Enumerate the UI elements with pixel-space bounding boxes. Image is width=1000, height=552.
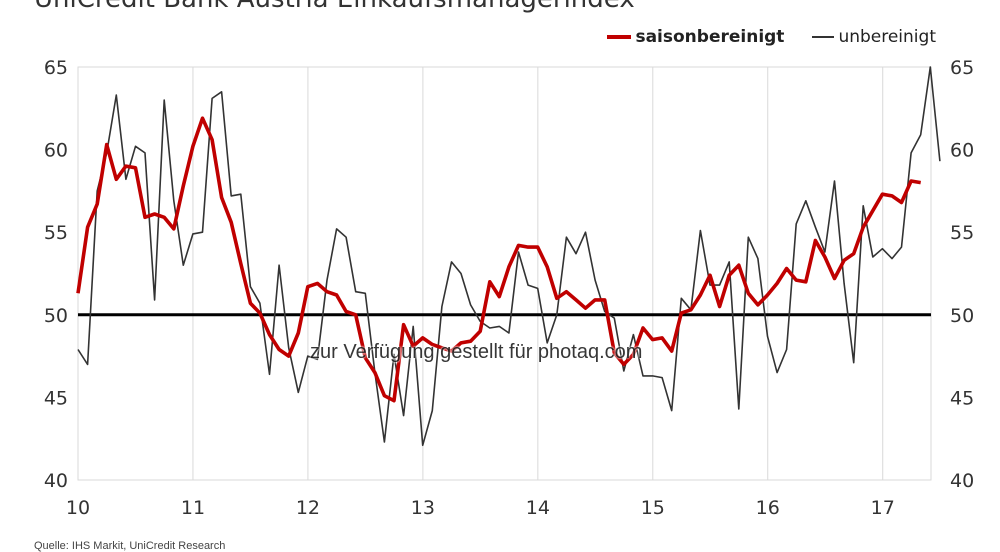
x-tick-label: 14 <box>526 497 550 519</box>
x-tick-label: 13 <box>411 497 435 519</box>
axis-ticks: 10 11 12 13 14 15 16 17 40 40 45 45 50 50 55 55 60 60 65 65 <box>44 57 974 519</box>
y-tick-label-right: 40 <box>950 470 974 492</box>
plot-area <box>77 66 932 481</box>
chart-legend: saisonbereinigt unbereinigt <box>607 27 936 47</box>
legend-swatch-seasonally-adjusted <box>607 35 632 39</box>
y-tick-label-left: 55 <box>44 222 68 244</box>
legend-item-seasonally-adjusted: saisonbereinigt <box>607 27 784 47</box>
legend-item-unadjusted: unbereinigt <box>784 27 936 47</box>
vertical-grid <box>192 67 884 480</box>
y-tick-label-left: 45 <box>44 387 68 409</box>
y-tick-label-right: 55 <box>950 222 974 244</box>
y-tick-label-right: 60 <box>950 140 974 162</box>
y-tick-label-right: 65 <box>950 57 974 79</box>
x-tick-label: 11 <box>181 497 205 519</box>
legend-label-unadjusted: unbereinigt <box>838 27 936 47</box>
y-tick-label-left: 40 <box>44 470 68 492</box>
watermark-text: zur Verfügung gestellt für photaq.com <box>310 341 643 363</box>
legend-swatch-unadjusted <box>812 36 835 38</box>
series-line-seasonally-adjusted <box>76 116 921 403</box>
series-line-unadjusted <box>77 66 941 447</box>
y-tick-label-left: 65 <box>44 57 68 79</box>
x-tick-label: 15 <box>641 497 665 519</box>
source-note: Quelle: IHS Markit, UniCredit Research <box>34 540 226 552</box>
x-tick-label: 12 <box>296 497 320 519</box>
y-tick-label-right: 45 <box>950 387 974 409</box>
y-tick-label-left: 60 <box>44 140 68 162</box>
y-tick-label-left: 50 <box>44 305 68 327</box>
x-tick-label: 16 <box>756 497 780 519</box>
x-tick-label: 17 <box>871 497 895 519</box>
chart-title: UniCredit Bank Austria Einkaufsmanagerin… <box>34 0 635 14</box>
x-tick-label: 10 <box>66 497 90 519</box>
y-tick-label-right: 50 <box>950 305 974 327</box>
legend-label-seasonally-adjusted: saisonbereinigt <box>635 27 785 47</box>
